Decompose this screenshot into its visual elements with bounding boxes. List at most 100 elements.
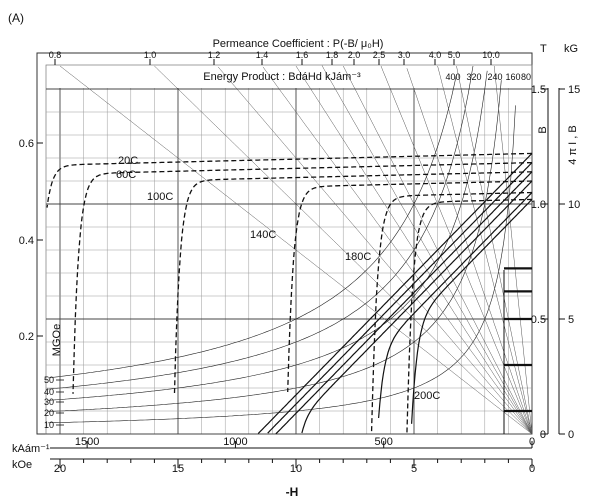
temperature-label: 200C bbox=[414, 390, 440, 402]
tick-label-permeance: 10.0 bbox=[482, 50, 500, 60]
permeance-line bbox=[295, 65, 533, 435]
grid bbox=[46, 88, 533, 435]
mgoe-label: 10 bbox=[44, 420, 54, 430]
normal-curve bbox=[411, 198, 533, 424]
tick-label-permeance: 0.8 bbox=[49, 50, 62, 60]
permeance-ticks: 0.8 1.0 1.2 1.4 1.6 1.8 2.0 2.5 3.0 4.0 5.0 10.0 bbox=[49, 50, 500, 65]
unit-kOe: kOe bbox=[12, 459, 32, 471]
temperature-label: 180C bbox=[345, 251, 371, 263]
tick-label-kOe: 15 bbox=[172, 463, 184, 475]
tick-label-left: 0.6 bbox=[19, 138, 34, 150]
intrinsic-curve bbox=[46, 152, 532, 208]
intrinsic-curves bbox=[46, 152, 532, 435]
permeance-line bbox=[59, 65, 533, 435]
mgoe-curves bbox=[48, 65, 516, 424]
left-ticks: 0.6 0.4 0.2 bbox=[19, 138, 43, 343]
outer-frame bbox=[36, 52, 533, 435]
tick-label-kG: 0 bbox=[568, 429, 574, 441]
permeance-line bbox=[456, 65, 533, 435]
tick-label-T: 0.5 bbox=[531, 314, 546, 326]
tick-label-permeance: 2.0 bbox=[348, 50, 361, 60]
unit-kG: kG bbox=[564, 43, 578, 55]
temperature-labels: 20C 60C 100C 140C 180C 200C bbox=[116, 155, 440, 402]
intrinsic-curve bbox=[72, 161, 532, 394]
tick-label-kG: 5 bbox=[568, 314, 574, 326]
normal-curve bbox=[378, 192, 533, 419]
right-axis-title: 4 π I , B bbox=[567, 125, 579, 164]
tick-label-kOe: 0 bbox=[529, 463, 535, 475]
tick-label-kAm: 0 bbox=[529, 436, 535, 448]
tick-label-energy: 400 bbox=[445, 72, 460, 82]
permeance-line bbox=[380, 65, 533, 435]
energy-title: Energy Product : BdáHd kJám⁻³ bbox=[203, 71, 361, 83]
right-ticks: 1.5 1.0 0.5 0 15 10 5 0 bbox=[531, 84, 581, 441]
temperature-label: 100C bbox=[147, 191, 173, 203]
normal-curve bbox=[301, 180, 533, 434]
tick-label-kG: 15 bbox=[568, 84, 580, 96]
tick-label-T: 1.0 bbox=[531, 199, 546, 211]
permeance-line bbox=[493, 65, 533, 435]
tick-label-permeance: 1.8 bbox=[326, 50, 339, 60]
tick-label-kOe: 10 bbox=[290, 463, 302, 475]
tick-label-kAm: 1000 bbox=[223, 436, 247, 448]
tick-label-permeance: 1.4 bbox=[256, 50, 269, 60]
intrinsic-curve bbox=[287, 180, 532, 393]
inner-frame bbox=[45, 64, 533, 435]
tick-label-energy: 160 bbox=[505, 72, 520, 82]
permeance-line bbox=[262, 66, 533, 435]
unit-kAm: kAám⁻¹ bbox=[12, 443, 50, 455]
tick-label-left: 0.2 bbox=[19, 331, 34, 343]
tick-label-energy: 80 bbox=[521, 72, 531, 82]
tick-label-energy: 240 bbox=[487, 72, 502, 82]
tick-label-permeance: 3.0 bbox=[398, 50, 411, 60]
tick-label-energy: 320 bbox=[466, 72, 481, 82]
permeance-line bbox=[406, 68, 533, 435]
temperature-label: 140C bbox=[250, 229, 276, 241]
mgoe-label: 50 bbox=[44, 375, 54, 385]
normal-curve bbox=[257, 152, 533, 434]
bottom-ticks: 1500 1000 500 0 20 15 10 5 0 bbox=[54, 436, 535, 475]
tick-label-kAm: 1500 bbox=[75, 436, 99, 448]
intrinsic-curve bbox=[370, 191, 532, 435]
permeance-title: Permeance Coefficient : P(-B/ μ₀H) bbox=[213, 38, 384, 50]
mgoe-curve bbox=[48, 65, 474, 390]
permeance-line bbox=[154, 65, 533, 435]
permeance-line bbox=[217, 66, 533, 435]
tick-label-permeance: 1.0 bbox=[144, 50, 157, 60]
intrinsic-curve bbox=[173, 171, 532, 394]
normal-curves bbox=[257, 152, 533, 435]
panel-label: (A) bbox=[8, 11, 24, 25]
tick-label-permeance: 2.5 bbox=[373, 50, 386, 60]
tick-label-permeance: 4.0 bbox=[429, 50, 442, 60]
normal-curve bbox=[275, 171, 533, 435]
unit-T: T bbox=[540, 43, 547, 55]
tick-label-left: 0.4 bbox=[19, 235, 34, 247]
permeance-lines bbox=[59, 65, 533, 435]
mgoe-curve bbox=[48, 74, 457, 379]
temperature-label: 60C bbox=[116, 169, 136, 181]
mgoe-label: 40 bbox=[44, 387, 54, 397]
right-edge-marks bbox=[503, 267, 532, 434]
tick-label-T: 0 bbox=[540, 429, 546, 441]
permeance-line bbox=[437, 65, 533, 435]
x-axis-title: -H bbox=[286, 485, 299, 499]
energy-ticks: 400 320 240 160 80 bbox=[445, 72, 531, 82]
tick-label-kG: 10 bbox=[568, 199, 580, 211]
tick-label-permeance: 5.0 bbox=[448, 50, 461, 60]
tick-label-kOe: 5 bbox=[411, 463, 417, 475]
temperature-label: 20C bbox=[118, 155, 138, 167]
mgoe-curve bbox=[48, 105, 516, 424]
tick-label-T: 1.5 bbox=[531, 84, 546, 96]
mgoe-label: 20 bbox=[44, 408, 54, 418]
tick-label-permeance: 1.2 bbox=[208, 50, 221, 60]
normal-curve bbox=[267, 162, 533, 434]
tick-label-kAm: 500 bbox=[375, 436, 393, 448]
right-small-B: B bbox=[537, 126, 549, 133]
mgoe-title: MGOe bbox=[51, 324, 63, 356]
tick-label-kOe: 20 bbox=[54, 463, 66, 475]
mgoe-label: 30 bbox=[44, 397, 54, 407]
permeance-line bbox=[321, 65, 533, 435]
tick-label-permeance: 1.6 bbox=[296, 50, 309, 60]
